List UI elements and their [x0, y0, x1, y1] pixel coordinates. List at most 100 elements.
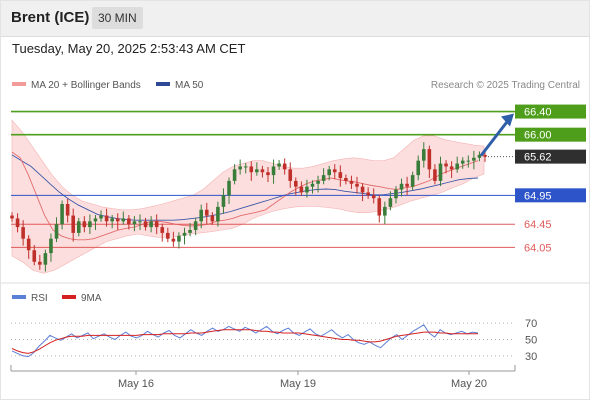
candle-body	[483, 154, 487, 157]
candle	[188, 223, 192, 237]
candle	[210, 212, 215, 225]
candle	[99, 210, 103, 222]
candle-body	[321, 175, 326, 181]
level-label-66.40: 66.40	[524, 107, 552, 119]
candle-body	[416, 160, 421, 176]
rsi-tick-50: 50	[525, 335, 537, 347]
candle	[54, 217, 59, 243]
level-label-64.05: 64.05	[524, 242, 552, 254]
ma9-label: 9MA	[81, 293, 102, 304]
candle	[193, 217, 198, 236]
candle-body	[310, 183, 315, 187]
candle	[132, 216, 137, 232]
legend-rsi: RSI	[12, 293, 48, 304]
candle-body	[327, 169, 331, 176]
candle-body	[99, 215, 103, 219]
candle-body	[427, 149, 432, 170]
candle-body	[21, 227, 25, 239]
legend-ma20: MA 20 + Bollinger Bands	[12, 80, 141, 91]
candle-body	[143, 221, 148, 228]
candle-body	[266, 172, 270, 176]
level-label-64.45: 64.45	[524, 219, 552, 231]
candle-body	[127, 218, 131, 225]
candle	[199, 204, 203, 229]
candle	[10, 212, 14, 222]
candle-body	[477, 154, 482, 158]
candle-body	[255, 169, 259, 173]
candle	[88, 214, 92, 235]
candle	[305, 179, 309, 198]
candle	[388, 191, 393, 211]
forecast-arrow-shaft	[479, 119, 510, 157]
candle	[366, 187, 370, 199]
timeframe-button[interactable]: 30 MIN	[92, 7, 143, 29]
candle	[182, 227, 187, 245]
candle-body	[377, 198, 382, 216]
candle	[371, 188, 376, 204]
candle-body	[371, 195, 376, 199]
candle-body	[15, 218, 20, 228]
candle	[60, 200, 64, 230]
candle	[455, 156, 459, 173]
candle	[82, 216, 87, 233]
candle-body	[132, 221, 137, 225]
level-badge-66.40	[515, 104, 586, 119]
candle	[433, 164, 437, 185]
rsi-label: RSI	[31, 293, 48, 304]
candle-body	[399, 183, 404, 190]
candle	[171, 231, 176, 247]
candle	[438, 156, 443, 187]
candle-body	[472, 157, 476, 161]
legend-9ma: 9MA	[62, 293, 102, 304]
candle-body	[88, 221, 92, 228]
timestamp: Tuesday, May 20, 2025 2:53:43 AM CET	[12, 41, 246, 56]
candle-body	[10, 215, 14, 219]
candle	[383, 201, 387, 225]
candle-body	[355, 183, 359, 187]
candle	[115, 213, 120, 230]
candle-body	[138, 221, 142, 223]
candle	[221, 188, 226, 214]
candle	[444, 160, 448, 174]
candle	[466, 155, 471, 168]
candle	[15, 213, 20, 233]
candle-body	[26, 238, 31, 251]
candle	[338, 165, 343, 187]
candle	[266, 167, 270, 183]
level-badge-64.95	[515, 188, 586, 203]
candle	[216, 201, 220, 227]
candle-body	[388, 198, 393, 207]
rsi-ma9-line	[11, 329, 478, 354]
rsi-swatch	[12, 295, 26, 300]
level-badge-66.00	[515, 127, 586, 142]
x-tick-label: May 16	[118, 378, 154, 390]
candle-body	[260, 169, 265, 173]
rsi-tick-30: 30	[525, 351, 537, 363]
candle	[160, 223, 165, 242]
candle	[166, 227, 170, 243]
candle-body	[221, 195, 226, 207]
candle	[294, 177, 298, 196]
candle	[227, 177, 231, 204]
level-badge-65.62	[515, 149, 586, 164]
candle-body	[277, 163, 281, 167]
candle	[238, 159, 242, 175]
candle	[460, 157, 465, 169]
candle	[71, 208, 76, 242]
candle	[416, 155, 421, 181]
bollinger-band	[11, 119, 485, 274]
ma50-line	[11, 154, 479, 221]
candle-body	[193, 221, 198, 230]
candle-body	[227, 180, 231, 196]
candle	[421, 142, 426, 168]
candle	[282, 158, 287, 175]
candle	[177, 232, 181, 249]
candle	[399, 178, 404, 197]
candle-body	[115, 218, 120, 222]
candle-body	[65, 204, 70, 216]
candle-body	[316, 180, 320, 184]
candle-body	[121, 218, 126, 222]
candle	[321, 168, 326, 185]
candle-body	[305, 186, 309, 193]
